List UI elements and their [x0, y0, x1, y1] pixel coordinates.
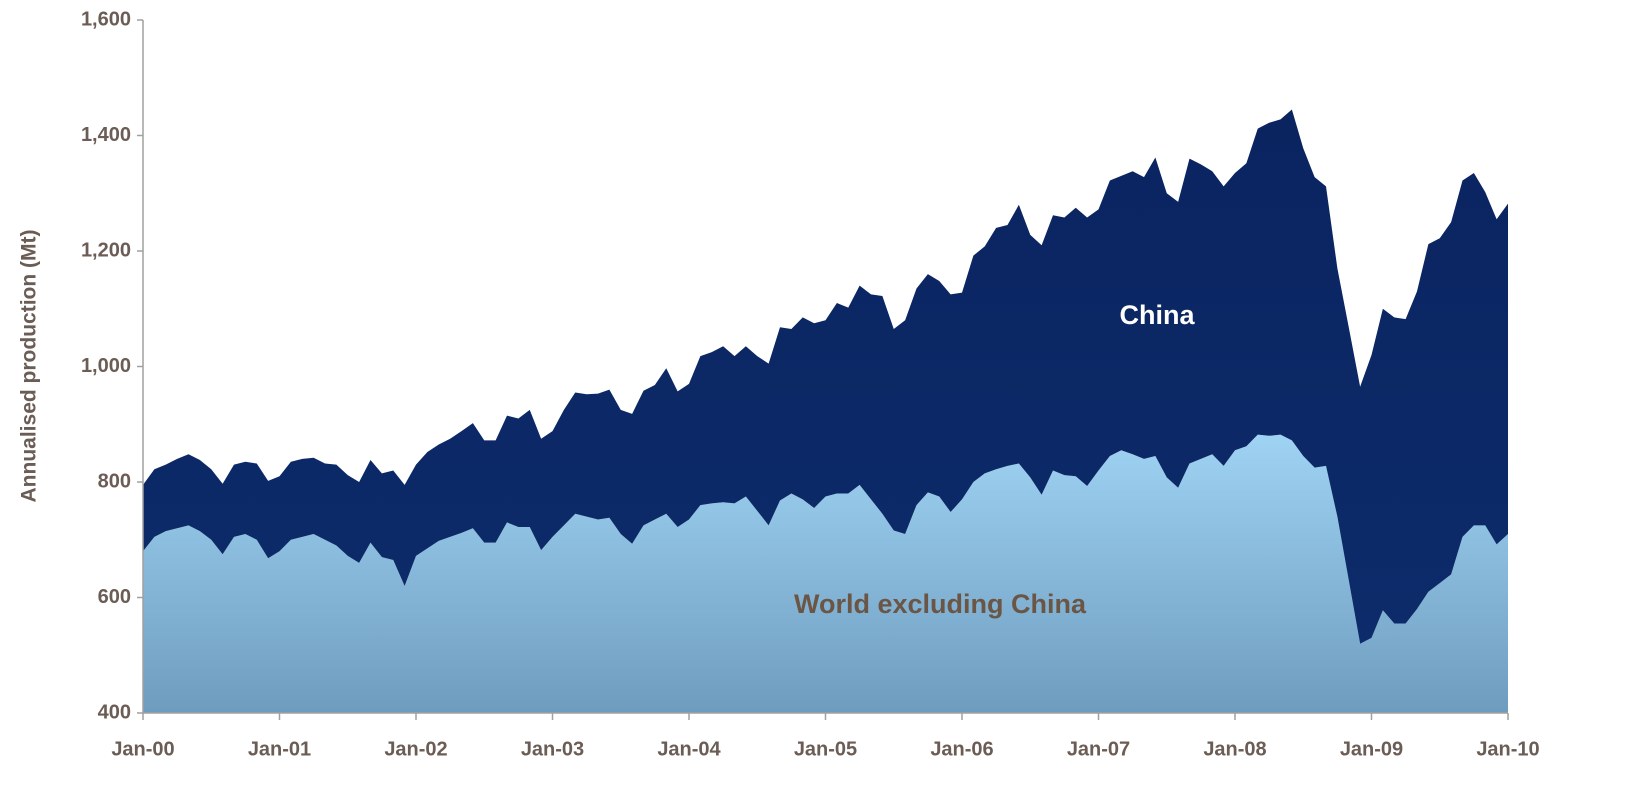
x-tick-label: Jan-06: [930, 738, 993, 760]
y-tick-label: 1,200: [81, 239, 131, 261]
x-tick-label: Jan-05: [794, 738, 857, 760]
series-label: China: [1119, 300, 1195, 330]
y-tick-label: 1,400: [81, 124, 131, 146]
x-tick-label: Jan-02: [384, 738, 447, 760]
area: [143, 434, 1508, 713]
series-label: World excluding China: [794, 589, 1087, 619]
y-tick-label: 1,600: [81, 8, 131, 30]
x-tick-label: Jan-03: [521, 738, 584, 760]
y-axis-label: Annualised production (Mt): [18, 230, 41, 503]
x-tick-label: Jan-00: [111, 738, 174, 760]
y-tick-label: 600: [98, 586, 131, 608]
y-tick-label: 400: [98, 701, 131, 723]
x-tick-label: Jan-09: [1340, 738, 1403, 760]
x-tick-label: Jan-08: [1203, 738, 1266, 760]
x-tick-label: Jan-04: [657, 738, 721, 760]
y-tick-label: 1,000: [81, 355, 131, 377]
x-tick-label: Jan-01: [248, 738, 311, 760]
area: [143, 109, 1508, 644]
x-tick-label: Jan-07: [1067, 738, 1130, 760]
y-tick-label: 800: [98, 470, 131, 492]
x-tick-label: Jan-10: [1476, 738, 1539, 760]
